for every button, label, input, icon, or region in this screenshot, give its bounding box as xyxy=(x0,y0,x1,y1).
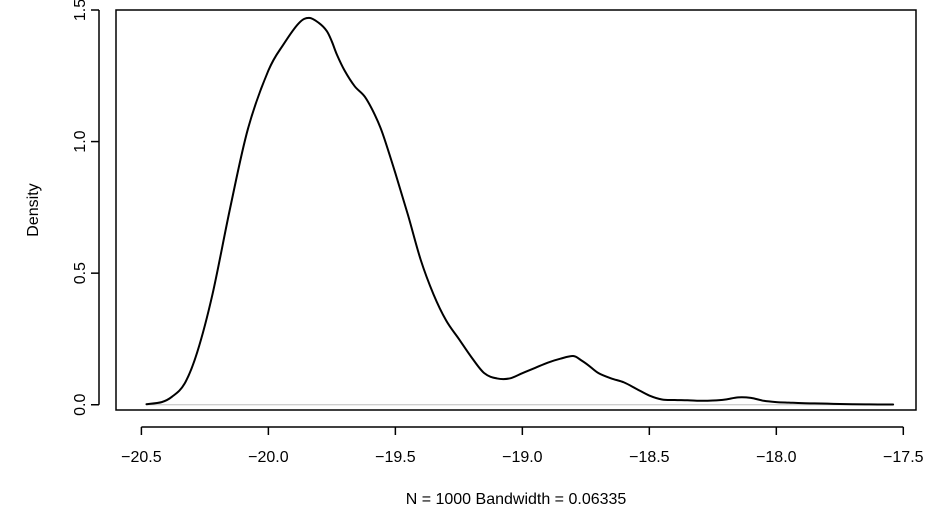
x-tick-label: −17.5 xyxy=(883,449,924,466)
density-curve xyxy=(145,16,895,406)
y-axis-label: Density xyxy=(25,183,42,236)
y-axis: 0.0 0.5 1.0 1.5 xyxy=(72,0,100,416)
x-tick-label: −19.5 xyxy=(375,449,416,466)
x-tick-label: −18.0 xyxy=(756,449,797,466)
density-line-layer xyxy=(145,16,895,406)
plot-frame xyxy=(115,9,917,411)
y-tick-label: 1.5 xyxy=(72,0,89,21)
x-axis-label: N = 1000 Bandwidth = 0.06335 xyxy=(406,491,627,508)
x-tick-label: −20.5 xyxy=(121,449,162,466)
x-axis: −20.5 −20.0 −19.5 −19.0 −18.5 −18.0 −17.5 xyxy=(121,426,924,466)
x-tick-label: −18.5 xyxy=(629,449,670,466)
y-tick-label: 1.0 xyxy=(72,130,89,152)
y-tick-label: 0.5 xyxy=(72,262,89,284)
x-tick-label: −19.0 xyxy=(502,449,543,466)
x-tick-label: −20.0 xyxy=(248,449,289,466)
y-tick-label: 0.0 xyxy=(72,394,89,416)
